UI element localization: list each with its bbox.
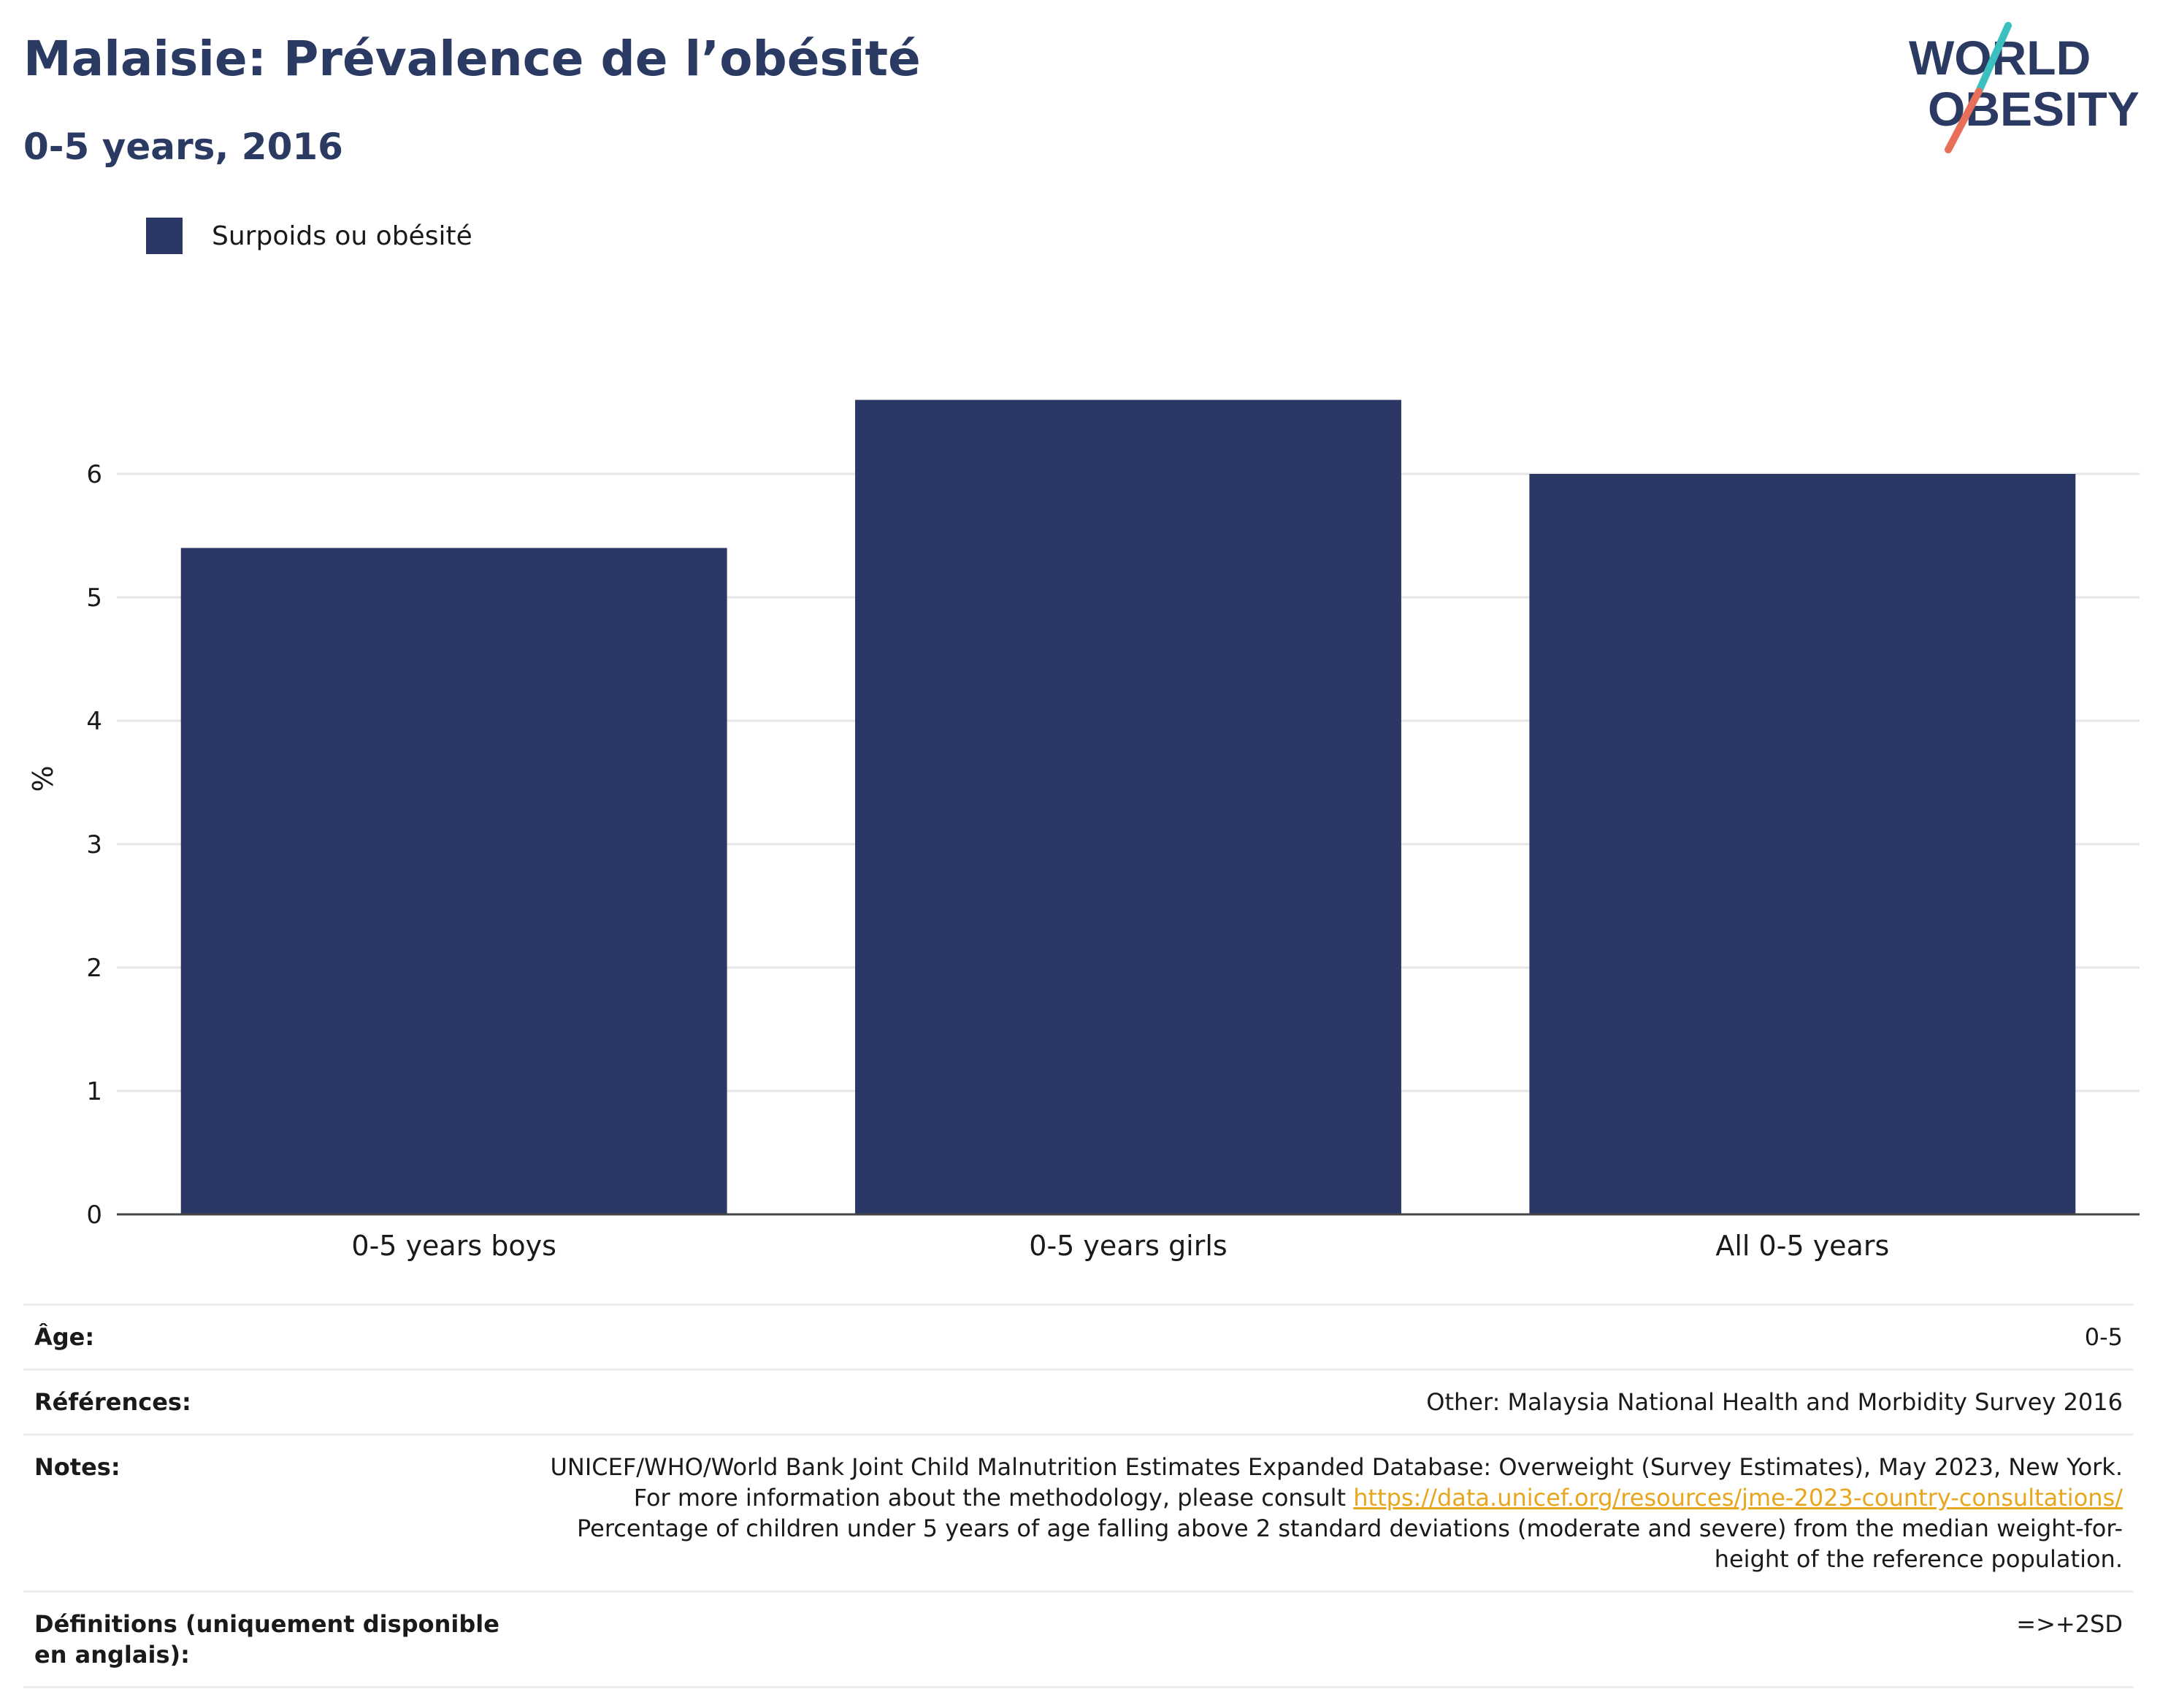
notes-link[interactable]: https://data.unicef.org/resources/jme-20… — [1353, 1484, 2123, 1512]
info-row-age: Âge: 0-5 — [23, 1303, 2134, 1368]
logo-slash-teal — [1975, 22, 2012, 95]
y-tick-label: 2 — [86, 954, 102, 983]
legend[interactable]: Surpoids ou obésité — [146, 218, 472, 254]
y-tick-label: 4 — [86, 707, 102, 736]
chart-title: Malaisie: Prévalence de l’obésité — [23, 31, 921, 87]
y-tick-label: 6 — [86, 460, 102, 489]
logo-slash-red — [1945, 88, 1983, 153]
info-row-notes: Notes: UNICEF/WHO/World Bank Joint Child… — [23, 1433, 2134, 1590]
bar-chart: 0 1 2 3 4 5 6 0-5 years boys 0-5 years girls All … — [27, 399, 2140, 1262]
definitions-label: Définitions (uniquement disponible en an… — [34, 1610, 499, 1669]
y-tick-label: 0 — [86, 1200, 102, 1230]
age-label: Âge: — [34, 1323, 95, 1351]
x-tick-label: All 0-5 years — [1715, 1230, 1889, 1262]
x-tick-label: 0-5 years boys — [351, 1230, 556, 1262]
y-tick-label: 3 — [86, 830, 102, 859]
notes-text-2: Percentage of children under 5 years of … — [577, 1514, 2123, 1573]
bar — [1529, 474, 2076, 1214]
x-tick-label: 0-5 years girls — [1029, 1230, 1227, 1262]
references-label: Références: — [34, 1388, 191, 1416]
bar — [180, 548, 727, 1214]
legend-label: Surpoids ou obésité — [212, 221, 472, 251]
definitions-value: =>+2SD — [2016, 1610, 2123, 1638]
legend-swatch — [146, 218, 183, 254]
info-row-references: Références: Other: Malaysia National Hea… — [23, 1368, 2134, 1433]
world-obesity-logo: WORLD OBESITY — [1909, 22, 2140, 153]
y-tick-label: 5 — [86, 583, 102, 613]
age-value: 0-5 — [2084, 1323, 2123, 1351]
notes-value: UNICEF/WHO/World Bank Joint Child Malnut… — [509, 1452, 2123, 1574]
y-axis-label: % — [27, 765, 59, 792]
bar — [855, 399, 1401, 1214]
references-value: Other: Malaysia National Health and Morb… — [1426, 1388, 2123, 1416]
notes-text: UNICEF/WHO/World Bank Joint Child Malnut… — [550, 1453, 2123, 1512]
info-table: Âge: 0-5 Références: Other: Malaysia Nat… — [23, 1303, 2134, 1688]
y-tick-label: 1 — [86, 1077, 102, 1106]
chart-subtitle: 0-5 years, 2016 — [23, 126, 343, 168]
info-row-definitions: Définitions (uniquement disponible en an… — [23, 1590, 2134, 1688]
notes-label: Notes: — [34, 1453, 120, 1481]
